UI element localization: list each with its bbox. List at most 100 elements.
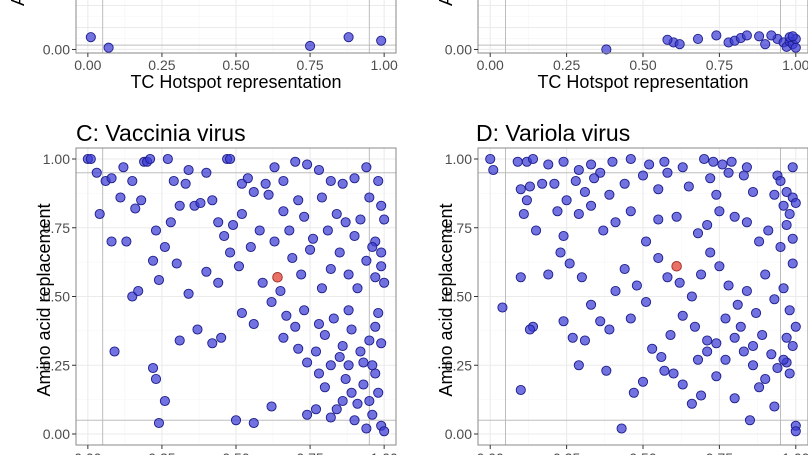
data-point [518,208,529,220]
data-point [257,277,268,288]
data-point [370,321,381,332]
data-point [726,156,737,167]
panel-d: 0.00 0.25 0.50 0.75 1.00 0.00 0.25 0.50 0.75 1.00… [436,120,808,455]
data-point [711,30,722,41]
data-point [674,39,685,50]
data-point [379,277,390,288]
data-point [497,302,508,313]
data-point [85,32,96,43]
data-point [195,197,206,209]
data-point [248,417,259,429]
panel-b: 0.00 0.25 0.50 0.75 1.00 0.00 TC Hotspot repre… [436,0,808,92]
data-point [662,272,673,283]
data-point [85,153,96,165]
data-point [747,360,759,371]
data-point [738,346,749,357]
x-tick-label: 0.50 [222,450,249,455]
data-point [699,153,710,165]
data-point [343,269,354,280]
data-point [159,395,170,407]
data-point [558,156,569,167]
data-point [379,214,390,225]
x-tick-label: 0.25 [553,57,580,73]
y-tick-label: 1.00 [43,151,70,167]
data-point [531,225,542,236]
data-point [567,332,578,343]
data-point [106,173,117,184]
x-tick-label: 0.75 [706,450,733,455]
data-point [671,211,682,222]
y-tick-label: 0.25 [445,357,472,373]
data-point [331,208,342,220]
data-point [376,247,387,258]
panel-c: 0.00 0.25 0.50 0.75 1.00 0.00 0.25 0.50 0.75 1.00… [34,120,398,455]
data-point [147,255,159,266]
data-point [696,269,707,280]
data-point [254,225,265,236]
data-point [364,395,375,407]
data-point [248,186,259,198]
data-point [714,261,725,272]
data-point [760,269,771,280]
data-point [310,404,322,415]
x-tick-label: 0.25 [553,450,580,455]
data-point [343,305,354,316]
x-tick-label: 0.75 [706,57,733,73]
data-point [349,230,360,242]
data-point [702,346,713,357]
data-point [281,310,292,321]
x-tick-label: 0.00 [74,450,101,455]
x-tick-label: 1.00 [782,450,808,455]
panel-title: C: Vaccinia virus [76,120,246,146]
data-point [769,189,780,200]
data-point [692,228,704,239]
data-point [628,387,639,398]
data-point [302,409,313,420]
data-point [754,236,765,247]
data-point [133,285,144,297]
data-point [714,206,725,217]
data-point [130,203,141,214]
x-tick-label: 1.00 [371,57,398,73]
data-point [109,346,120,357]
data-point [174,200,185,211]
data-point [668,368,679,379]
data-point [331,404,342,415]
data-point [325,360,336,371]
data-point [269,236,280,247]
data-point [307,233,319,244]
data-point [683,181,694,192]
data-point [738,170,749,181]
x-axis-title: TC Hotspot representation [130,72,341,92]
data-point [778,354,789,365]
data-point [236,208,247,220]
data-point [555,247,566,258]
data-point [524,181,535,192]
data-point [180,178,191,189]
data-point [266,401,277,412]
data-point [316,283,327,294]
data-point [373,175,384,187]
data-point [136,195,147,206]
data-point [735,321,746,332]
data-point [145,153,156,165]
data-point [121,236,132,247]
data-point [644,159,655,170]
data-point [127,175,138,187]
data-point [352,283,363,294]
data-point [227,219,239,231]
data-point [662,167,673,178]
data-point [702,335,713,346]
data-point [115,192,126,203]
data-point [784,305,795,316]
data-point [260,178,271,189]
data-point [711,189,722,200]
data-point [677,162,688,173]
data-point [723,167,734,178]
data-point [313,368,325,379]
data-point [147,362,159,374]
y-tick-label: 0.50 [43,289,70,305]
data-point [677,310,688,321]
data-point [579,186,590,198]
data-point [598,225,609,236]
